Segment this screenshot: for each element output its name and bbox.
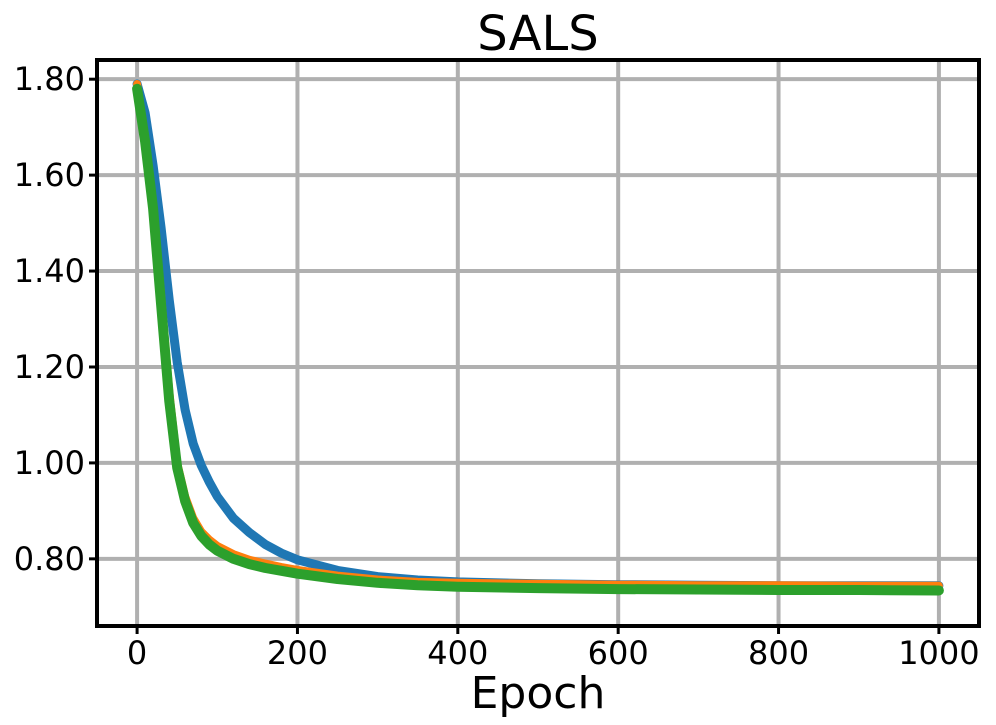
x-tick-label: 600 [588,634,649,672]
x-axis-label: Epoch [471,668,606,719]
y-tick-label: 1.80 [14,60,85,98]
x-tick-label: 800 [748,634,809,672]
y-tick-label: 1.00 [14,444,85,482]
grid [97,60,979,626]
tick-labels: 0 200 400 600 800 1000 0.80 1.00 1.20 1.40 1.60 1.8… [14,60,980,672]
y-tick-label: 1.40 [14,252,85,290]
x-tick-label: 400 [427,634,488,672]
chart-title: SALS [477,6,598,62]
series-line-3 [132,83,944,596]
plot-frame [95,58,981,628]
x-tick-label: 0 [127,634,147,672]
x-tick-label: 200 [267,634,328,672]
y-tick-label: 1.20 [14,348,85,386]
axis-ticks [89,77,941,634]
y-tick-label: 0.80 [14,540,85,578]
series-line-2 [133,80,943,590]
plot-series [132,79,944,596]
y-tick-label: 1.60 [14,156,85,194]
x-tick-label: 1000 [898,634,979,672]
series-line-1 [132,79,944,591]
